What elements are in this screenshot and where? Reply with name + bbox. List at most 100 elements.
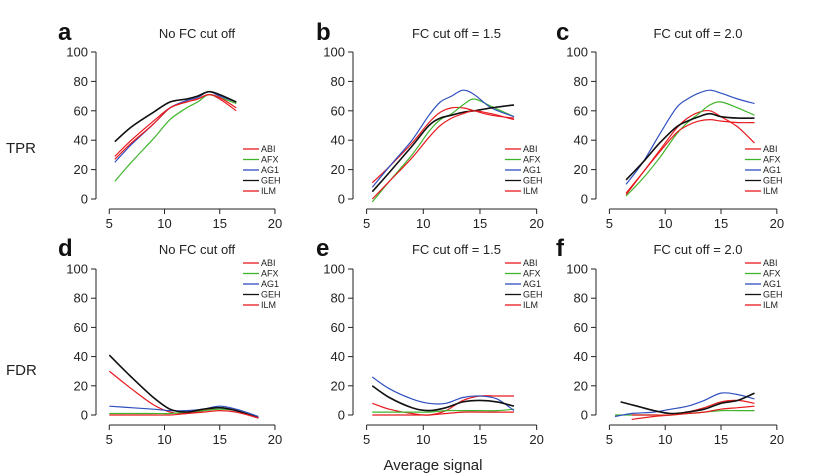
y-tick-label: 20 — [331, 162, 345, 177]
y-tick-label: 100 — [66, 262, 88, 277]
series-line-ilm — [372, 411, 514, 416]
y-tick-label: 60 — [74, 320, 88, 335]
x-tick-label: 5 — [606, 432, 613, 447]
series-line-geh — [625, 112, 755, 181]
shared-x-axis-label: Average signal — [384, 457, 483, 474]
y-tick-label: 80 — [74, 74, 88, 89]
y-tick-label: 20 — [74, 378, 88, 393]
x-tick-label: 5 — [106, 432, 113, 447]
legend-label: GEH — [523, 176, 543, 186]
legend-label: ILM — [261, 300, 276, 310]
x-tick-label: 10 — [658, 216, 672, 231]
x-tick-label: 20 — [268, 216, 282, 231]
y-tick-label: 60 — [74, 103, 88, 118]
legend-label: AFX — [523, 269, 541, 279]
panel-d: d No FC cut off 0 20 40 60 80 100 5 10 15 20 ABIAFXA… — [58, 235, 282, 447]
x-tick-label: 20 — [268, 432, 282, 447]
x-tick-label: 5 — [363, 432, 370, 447]
y-tick-label: 80 — [574, 291, 588, 306]
x-tick-label: 20 — [529, 216, 543, 231]
series-line-ilm — [625, 118, 755, 194]
series-line-ag1 — [109, 405, 259, 418]
panel-a: a No FC cut off 0 20 40 60 80 100 5 10 15 20 ABIAFXA… — [58, 19, 282, 231]
y-tick-label: 60 — [574, 320, 588, 335]
legend-label: ABI — [763, 144, 778, 154]
y-tick-label: 20 — [574, 162, 588, 177]
legend-label: AFX — [261, 269, 279, 279]
x-tick-label: 10 — [157, 216, 171, 231]
series-line-abi — [625, 109, 755, 195]
y-tick-label: 20 — [574, 378, 588, 393]
series-line-afx — [372, 408, 515, 413]
series-line-geh — [108, 354, 259, 419]
panel-letter-c: c — [556, 19, 569, 46]
legend-label: GEH — [261, 290, 281, 300]
panel-letter-b: b — [316, 19, 331, 46]
series-line-ag1 — [625, 89, 755, 185]
panel-letter-f: f — [556, 235, 565, 262]
x-tick-label: 10 — [416, 216, 430, 231]
legend-label: AG1 — [523, 279, 541, 289]
legend-label: ABI — [523, 144, 538, 154]
y-tick-label: 40 — [331, 133, 345, 148]
legend-label: GEH — [523, 290, 543, 300]
y-tick-label: 40 — [574, 133, 588, 148]
panel-letter-a: a — [58, 19, 72, 46]
y-tick-label: 0 — [81, 408, 88, 423]
y-tick-label: 60 — [574, 103, 588, 118]
x-tick-label: 15 — [714, 432, 728, 447]
x-tick-label: 10 — [157, 432, 171, 447]
y-tick-label: 40 — [74, 349, 88, 364]
legend-label: AFX — [763, 269, 781, 279]
y-tick-label: 80 — [574, 74, 588, 89]
series-line-ilm — [631, 405, 755, 416]
legend-label: AG1 — [261, 279, 279, 289]
y-tick-label: 0 — [338, 408, 345, 423]
x-tick-label: 15 — [212, 432, 226, 447]
y-tick-label: 20 — [331, 378, 345, 393]
x-tick-label: 20 — [770, 432, 784, 447]
series-line-ag1 — [371, 376, 515, 412]
series-line-geh — [371, 385, 515, 412]
x-tick-label: 15 — [473, 216, 487, 231]
y-tick-label: 60 — [331, 103, 345, 118]
legend-label: ILM — [523, 300, 538, 310]
series-line-geh — [620, 392, 755, 415]
x-tick-label: 10 — [658, 432, 672, 447]
legend-label: GEH — [763, 176, 783, 186]
legend-label: AFX — [523, 155, 541, 165]
legend-label: ABI — [261, 144, 276, 154]
legend-label: ABI — [523, 258, 538, 268]
series-line-ag1 — [114, 91, 237, 163]
y-tick-label: 0 — [581, 408, 588, 423]
y-tick-label: 0 — [338, 192, 345, 207]
legend-label: ILM — [523, 186, 538, 196]
row-label-fdr: FDR — [6, 362, 37, 379]
series-line-ilm — [114, 93, 237, 160]
legend-label: ABI — [261, 258, 276, 268]
panel-title-f: FC cut off = 2.0 — [653, 242, 742, 257]
y-tick-label: 80 — [74, 291, 88, 306]
y-tick-label: 100 — [566, 262, 588, 277]
series-line-geh — [371, 104, 515, 193]
series-line-ag1 — [371, 89, 515, 188]
y-tick-label: 20 — [74, 162, 88, 177]
x-tick-label: 10 — [416, 432, 430, 447]
y-tick-label: 80 — [331, 74, 345, 89]
y-tick-label: 0 — [581, 192, 588, 207]
legend-label: GEH — [261, 176, 281, 186]
x-tick-label: 15 — [212, 216, 226, 231]
series-line-ag1 — [614, 392, 755, 418]
y-tick-label: 100 — [323, 45, 345, 60]
legend-label: AG1 — [261, 165, 279, 175]
